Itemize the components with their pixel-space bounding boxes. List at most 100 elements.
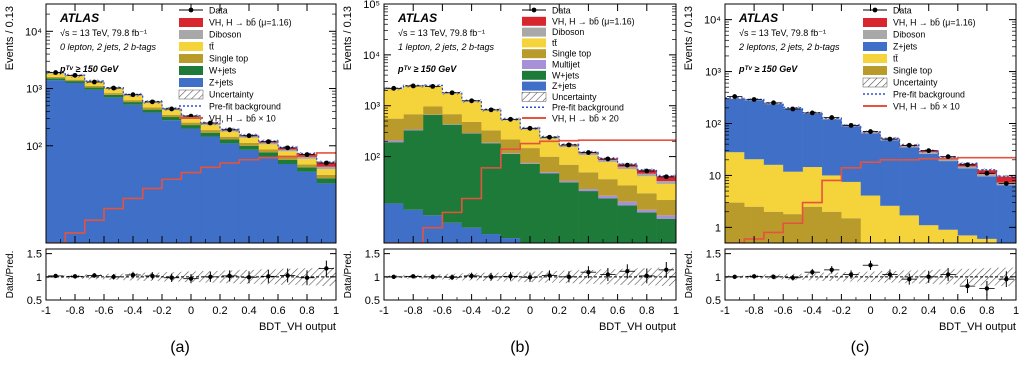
stack-bar-z-jets: [442, 223, 462, 243]
x-tick-label: -0.4: [124, 305, 143, 317]
ratio-y-tick-label: 1: [36, 272, 42, 284]
stack-bar-w-jets: [297, 167, 317, 172]
legend-swatch: [522, 38, 546, 47]
legend-swatch: [863, 42, 887, 51]
ratio-point: [450, 275, 454, 279]
legend-label: VH, H → bb̄ (μ=1.16): [893, 18, 976, 28]
data-point: [150, 99, 155, 104]
stack-bar-tt-: [958, 235, 978, 243]
stack-bar-single-top: [481, 130, 501, 142]
data-point: [247, 133, 252, 138]
stack-bar-z-jets: [46, 80, 66, 243]
legend-swatch: [179, 30, 203, 39]
stack-bar-z-jets: [744, 100, 764, 159]
energy-lumi-label: √s = 13 TeV, 79.8 fb⁻¹: [739, 28, 826, 38]
x-tick-label: 0.8: [979, 305, 994, 317]
ratio-point: [907, 277, 911, 281]
stack-bar-z-jets: [259, 156, 279, 243]
stack-bar-z-jets: [317, 183, 337, 243]
data-point: [53, 70, 58, 75]
legend-swatch: [522, 17, 546, 26]
stack-bar-tt-: [259, 144, 279, 149]
stack-bar-tt-: [803, 167, 823, 207]
stack-bar-single-top: [201, 130, 221, 133]
data-point: [111, 86, 116, 91]
stack-bar-multijet: [501, 153, 521, 154]
legend-label: Single top: [893, 66, 932, 76]
stack-bar-multijet: [481, 143, 501, 144]
x-tick-label: 0.2: [892, 305, 907, 317]
stack-bar-single-top: [104, 93, 124, 95]
x-tick-label: 1: [333, 305, 339, 317]
ratio-point: [645, 274, 649, 278]
stack-bar-z-jets: [938, 161, 958, 230]
stack-bar-tt-: [501, 120, 521, 139]
experiment-label: ATLAS: [397, 11, 437, 25]
cut-label: pᵀᵛ ≥ 150 GeV: [738, 64, 798, 74]
stack-bar-multijet: [520, 163, 540, 164]
y-tick-label: 10²: [26, 141, 42, 153]
stack-bar-w-jets: [143, 110, 163, 113]
ratio-y-tick-label: 1: [374, 272, 380, 284]
legend-label: tt̄: [552, 38, 558, 48]
ratio-point: [625, 269, 629, 273]
stack-bar-single-top: [123, 100, 143, 102]
stack-bar-single-top: [220, 137, 240, 140]
ratio-point: [73, 274, 77, 278]
ratio-point: [586, 270, 590, 274]
stack-bar-single-top: [143, 108, 163, 110]
ratio-point: [927, 275, 931, 279]
ratio-point: [208, 275, 212, 279]
x-tick-label: 0.6: [950, 305, 965, 317]
legend-label: Z+jets: [552, 81, 577, 91]
ratio-point: [411, 274, 415, 278]
stack-bar-single-top: [764, 212, 784, 243]
data-point: [508, 117, 513, 122]
ratio-y-tick-label: 1.5: [706, 249, 721, 261]
stack-bar-z-jets: [501, 238, 521, 243]
stack-bar-tt-: [764, 165, 784, 212]
x-axis-label: BDT_VH output: [939, 321, 1016, 333]
data-point: [946, 154, 951, 159]
legend-swatch: [522, 71, 546, 80]
legend-label: Diboson: [209, 30, 241, 40]
legend-swatch: [863, 18, 887, 27]
y-tick-label: 10⁴: [704, 15, 721, 27]
stack-bar-z-jets: [861, 134, 881, 196]
ratio-point: [868, 263, 872, 267]
data-point: [92, 80, 97, 85]
legend-label: Diboson: [552, 27, 584, 37]
legend-label: Diboson: [893, 30, 925, 40]
stack-bar-w-jets: [579, 191, 599, 243]
x-tick-label: -0.8: [745, 305, 764, 317]
ratio-y-tick-label: 1.5: [27, 249, 42, 261]
stack-bar-z-jets: [841, 127, 861, 182]
data-point: [169, 107, 174, 112]
legend-label: Pre-fit background: [209, 102, 281, 112]
x-tick-label: 0.6: [610, 305, 625, 317]
panel-caption-c: (c): [851, 339, 870, 356]
ratio-point: [285, 273, 289, 277]
y-tick-label: 10⁴: [25, 26, 42, 38]
x-tick-label: -0.4: [803, 305, 822, 317]
data-point: [227, 127, 232, 132]
data-point: [547, 135, 552, 140]
ratio-point: [227, 274, 231, 278]
legend-label: Pre-fit background: [552, 103, 624, 113]
data-point: [285, 145, 290, 150]
stack-bar-single-top: [501, 140, 521, 154]
stack-bar-z-jets: [958, 168, 978, 235]
ratio-point: [664, 268, 668, 272]
legend-swatch: [179, 78, 203, 87]
stack-bar-z-jets: [481, 234, 501, 243]
stack-bar-tt-: [598, 162, 618, 179]
data-point: [391, 86, 396, 91]
y-tick-label: 10: [709, 170, 721, 182]
stack-bar-single-top: [540, 157, 560, 172]
x-tick-label: 0: [527, 305, 533, 317]
ratio-y-axis-label: Data/Pred.: [684, 251, 695, 299]
ratio-point: [849, 272, 853, 276]
legend-swatch: [863, 66, 887, 75]
stack-bar-w-jets: [501, 154, 521, 238]
